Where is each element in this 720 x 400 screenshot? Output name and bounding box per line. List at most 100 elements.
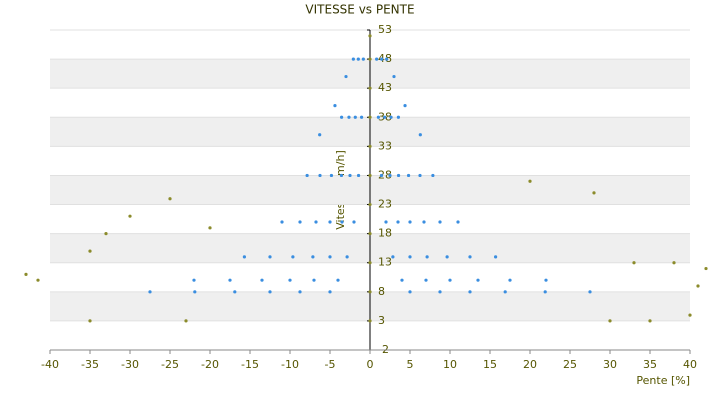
point [468, 290, 472, 294]
point [328, 290, 332, 294]
y-tick-label: 23 [378, 198, 392, 211]
point [318, 173, 322, 178]
x-tick-label: 20 [523, 358, 537, 371]
point [396, 220, 400, 224]
point [438, 220, 442, 224]
point [445, 255, 449, 259]
x-tick-label: -15 [241, 358, 259, 371]
point [385, 57, 389, 61]
point [648, 319, 652, 323]
point [233, 290, 237, 294]
point [431, 173, 435, 178]
point [389, 115, 393, 119]
point [368, 261, 372, 265]
point [340, 115, 344, 119]
x-tick-label: -25 [161, 358, 179, 371]
point [340, 220, 344, 224]
point [339, 173, 344, 178]
point [193, 290, 197, 294]
point [148, 290, 152, 294]
point [228, 278, 232, 282]
point [528, 179, 532, 183]
point [353, 115, 357, 119]
x-tick-label: -20 [201, 358, 219, 371]
point [396, 173, 401, 178]
x-tick-label: -30 [121, 358, 139, 371]
x-tick-label: 25 [563, 358, 577, 371]
point [408, 255, 412, 259]
point [392, 74, 396, 79]
point [333, 104, 337, 108]
point [388, 173, 392, 178]
point [298, 290, 302, 294]
point [384, 220, 388, 224]
point [608, 319, 612, 323]
point [368, 57, 372, 61]
point [672, 261, 676, 265]
point [368, 202, 372, 207]
point [383, 115, 387, 119]
y-tick-label: 48 [378, 52, 392, 65]
x-axis-label: Pente [%] [636, 374, 690, 387]
point [104, 232, 108, 236]
point [336, 278, 340, 282]
point [379, 173, 384, 178]
point [351, 57, 355, 61]
y-tick-label: 28 [378, 168, 392, 181]
point [368, 173, 372, 178]
point [632, 261, 636, 265]
x-tick-label: 30 [603, 358, 617, 371]
y-tick-label: 18 [378, 227, 392, 240]
point [368, 319, 372, 323]
point [368, 290, 372, 294]
point [588, 290, 592, 294]
point [168, 197, 172, 201]
point [543, 290, 547, 294]
point [368, 232, 372, 236]
point [456, 220, 460, 224]
point [311, 255, 315, 259]
x-tick-label: 5 [407, 358, 414, 371]
point [242, 255, 246, 259]
point [312, 278, 316, 282]
point [328, 255, 332, 259]
point [361, 57, 365, 61]
point [344, 74, 348, 79]
point [503, 290, 507, 294]
point [704, 266, 708, 271]
point [544, 278, 548, 282]
point [403, 104, 407, 108]
point [88, 319, 92, 323]
y-tick-label: 43 [378, 81, 392, 94]
point [391, 255, 395, 259]
point [368, 86, 372, 90]
point [368, 34, 372, 38]
point [192, 278, 196, 282]
chart-title: VITESSE vs PENTE [305, 3, 414, 17]
point [508, 278, 512, 282]
point [268, 290, 272, 294]
point [418, 173, 422, 178]
point [376, 115, 380, 119]
point [36, 278, 40, 282]
x-tick-label: 0 [367, 358, 374, 371]
point [314, 220, 318, 224]
point [368, 144, 372, 148]
point [368, 115, 372, 119]
point [356, 173, 361, 178]
point [408, 220, 412, 224]
point [688, 313, 692, 317]
point [418, 133, 422, 137]
point [347, 115, 351, 119]
point [268, 255, 272, 259]
x-tick-label: -10 [281, 358, 299, 371]
point [375, 57, 379, 61]
point [260, 278, 264, 282]
point [448, 278, 452, 282]
point [345, 255, 349, 259]
x-tick-label: 15 [483, 358, 497, 371]
x-tick-label: 10 [443, 358, 457, 371]
y-tick-label: 3 [378, 314, 385, 327]
point [291, 255, 295, 259]
